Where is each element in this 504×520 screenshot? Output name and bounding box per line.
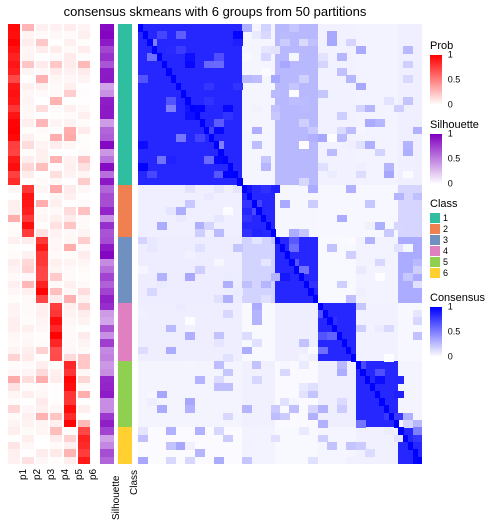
axis-label-p1: p1 [18,469,29,480]
legend-class-2: 2 [430,224,498,234]
prob-track-p2 [22,24,34,464]
legend-sil-gradient [430,134,442,184]
legend-class-4: 4 [430,246,498,256]
legend-class-3: 3 [430,235,498,245]
legend-prob-gradient [430,55,442,105]
legend-silhouette-title: Silhouette [430,119,498,131]
legend-cons-gradient [430,307,442,357]
consensus-heatmap [138,24,422,464]
axis-label-p2: p2 [32,469,43,480]
legend-consensus: Consensus 10.50 [430,292,498,357]
prob-track-p3 [36,24,48,464]
prob-track-p6 [78,24,90,464]
legend-prob-title: Prob [430,40,498,52]
prob-track-p4 [50,24,62,464]
prob-track-p5 [64,24,76,464]
axis-label-p3: p3 [46,469,57,480]
chart-title: consensus skmeans with 6 groups from 50 … [0,4,430,19]
class-track [118,24,132,464]
axis-label-class: Class [129,470,140,495]
plot-area [8,24,422,464]
silhouette-track [100,24,114,464]
legend-prob: Prob 10.50 [430,40,498,105]
axis-label-p5: p5 [74,469,85,480]
axis-label-silhouette: Silhouette [111,476,122,520]
legend-class-6: 6 [430,268,498,278]
legend-class-5: 5 [430,257,498,267]
legend-silhouette: Silhouette 10.50 [430,119,498,184]
legend-class-1: 1 [430,213,498,223]
legend-class-title: Class [430,198,498,210]
legends: Prob 10.50 Silhouette 10.50 Class 123456… [430,40,498,371]
legend-class: Class 123456 [430,198,498,278]
legend-consensus-title: Consensus [430,292,498,304]
axis-label-p6: p6 [88,469,99,480]
axis-label-p4: p4 [60,469,71,480]
prob-track-p1 [8,24,20,464]
